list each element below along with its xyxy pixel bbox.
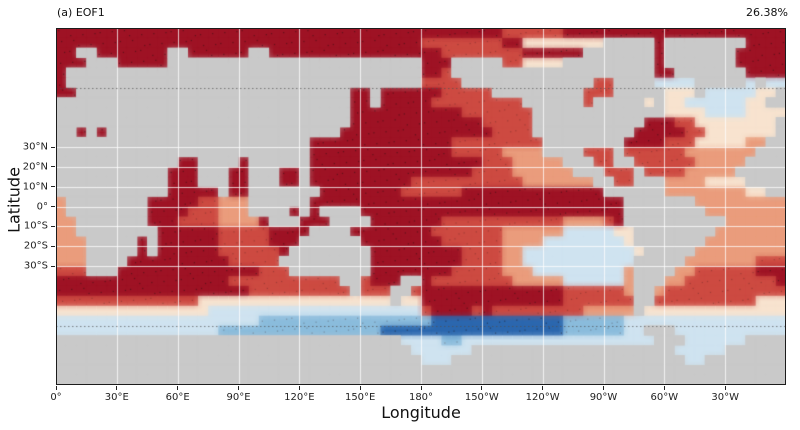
- x-tick-label: 120°W: [525, 392, 560, 403]
- y-tick-label: 30°S: [23, 260, 48, 272]
- x-tick-mark: [298, 386, 300, 390]
- x-tick-label: 0°: [50, 392, 62, 403]
- x-tick-mark: [603, 386, 604, 390]
- y-tick-label: 20°S: [23, 240, 48, 252]
- x-tick-label: 30°E: [104, 392, 129, 403]
- x-tick-label: 90°E: [226, 392, 251, 403]
- x-tick-mark: [116, 386, 118, 390]
- x-tick-mark: [542, 386, 544, 390]
- x-tick-mark: [177, 386, 179, 390]
- x-tick-mark: [238, 386, 239, 390]
- y-tick-mark: [51, 265, 55, 267]
- x-tick-label: 60°W: [650, 392, 679, 403]
- x-tick-mark: [55, 386, 57, 390]
- x-axis-label: Longitude: [381, 403, 461, 422]
- x-tick-label: 150°W: [464, 392, 499, 403]
- y-tick-label: 0°: [36, 201, 48, 212]
- x-tick-mark: [481, 386, 483, 390]
- y-tick-mark: [51, 245, 55, 247]
- y-tick-label: 10°S: [23, 220, 48, 232]
- x-tick-mark: [663, 386, 665, 390]
- x-tick-label: 30°W: [711, 392, 739, 403]
- y-tick-mark: [51, 166, 55, 168]
- x-tick-label: 60°E: [165, 392, 190, 403]
- y-tick-mark: [51, 206, 55, 207]
- y-axis-label: Latitude: [4, 167, 24, 233]
- y-tick-label: 30°N: [22, 141, 48, 153]
- x-tick-label: 150°E: [344, 392, 376, 403]
- y-tick-label: 20°N: [22, 161, 48, 173]
- x-tick-label: 180°: [408, 392, 434, 403]
- panel-title: (a) EOF1: [57, 6, 105, 19]
- x-tick-mark: [724, 386, 726, 390]
- x-tick-label: 90°W: [589, 392, 618, 403]
- eof-map-canvas: [56, 28, 786, 385]
- y-tick-mark: [51, 225, 55, 227]
- y-tick-label: 10°N: [22, 181, 48, 193]
- y-tick-mark: [51, 186, 55, 188]
- x-tick-mark: [420, 386, 422, 390]
- y-tick-mark: [51, 146, 55, 148]
- x-tick-label: 120°E: [284, 392, 315, 403]
- variance-explained-label: 26.38%: [746, 6, 788, 19]
- x-tick-mark: [359, 386, 361, 390]
